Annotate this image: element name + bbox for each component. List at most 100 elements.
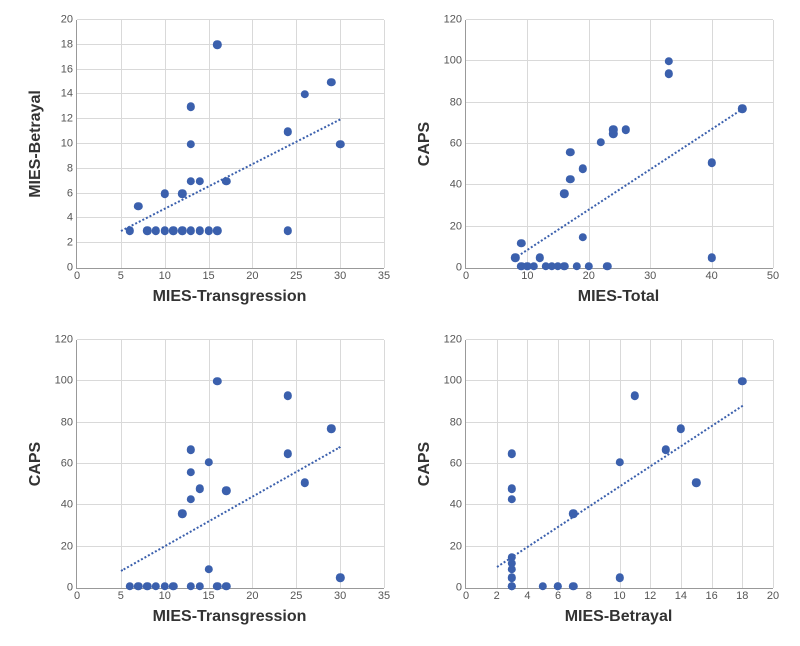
data-point [615, 458, 623, 466]
data-point [707, 158, 715, 166]
data-point [213, 377, 221, 385]
x-tick-label: 8 [586, 588, 592, 602]
x-tick-label: 0 [463, 588, 469, 602]
x-tick-label: 10 [159, 268, 171, 282]
data-point [178, 509, 186, 517]
data-point [569, 582, 577, 590]
x-tick-label: 14 [675, 588, 687, 602]
plot-area: 02040608010012005101520253035 [76, 340, 384, 589]
trend-line [120, 447, 340, 573]
y-axis-label: CAPS [416, 442, 434, 486]
y-tick-label: 120 [55, 335, 77, 346]
gridline-h [77, 19, 384, 20]
gridline-h [466, 19, 773, 20]
x-tick-label: 12 [644, 588, 656, 602]
data-point [283, 392, 291, 400]
data-point [283, 227, 291, 235]
y-tick-label: 40 [61, 500, 77, 511]
data-point [664, 70, 672, 78]
trend-line [120, 118, 340, 231]
gridline-h [466, 226, 773, 227]
data-point [707, 253, 715, 261]
data-point [327, 78, 335, 86]
gridline-h [466, 143, 773, 144]
data-point [677, 425, 685, 433]
data-point [178, 227, 186, 235]
data-point [161, 227, 169, 235]
scatter-grid: 0246810121416182005101520253035MIES-Betr… [0, 0, 800, 646]
data-point [169, 227, 177, 235]
y-tick-label: 100 [55, 376, 77, 387]
data-point [161, 189, 169, 197]
gridline-v [340, 340, 341, 588]
gridline-v [121, 340, 122, 588]
x-tick-label: 30 [334, 268, 346, 282]
panel-bottom-right: 02040608010012002468101214161820 CAPS MIES… [409, 332, 780, 634]
gridline-v [650, 20, 651, 268]
data-point [597, 138, 605, 146]
data-point [535, 253, 543, 261]
data-point [169, 582, 177, 590]
gridline-v [558, 340, 559, 588]
panel-top-left: 0246810121416182005101520253035MIES-Betr… [20, 12, 391, 314]
x-tick-label: 30 [644, 268, 656, 282]
panel-top-right: 02040608010012001020304050CAPSMIES-Total [409, 12, 780, 314]
data-point [560, 189, 568, 197]
data-point [508, 582, 516, 590]
y-tick-label: 2 [67, 238, 77, 249]
y-tick-label: 60 [450, 459, 466, 470]
y-tick-label: 16 [61, 64, 77, 75]
data-point [187, 468, 195, 476]
x-tick-label: 16 [705, 588, 717, 602]
gridline-v [296, 20, 297, 268]
data-point [187, 495, 195, 503]
x-tick-label: 40 [705, 268, 717, 282]
x-tick-label: 50 [767, 268, 779, 282]
gridline-h [77, 44, 384, 45]
y-tick-label: 60 [450, 139, 466, 150]
x-tick-label: 10 [159, 588, 171, 602]
x-tick-label: 25 [290, 268, 302, 282]
x-tick-label: 15 [202, 588, 214, 602]
x-tick-label: 15 [202, 268, 214, 282]
y-tick-label: 8 [67, 163, 77, 174]
data-point [517, 239, 525, 247]
y-tick-label: 40 [450, 180, 466, 191]
data-point [134, 202, 142, 210]
gridline-v [252, 20, 253, 268]
gridline-v [681, 340, 682, 588]
gridline-h [466, 60, 773, 61]
y-tick-label: 20 [450, 541, 466, 552]
data-point [508, 449, 516, 457]
data-point [196, 227, 204, 235]
y-tick-label: 40 [450, 500, 466, 511]
x-tick-label: 6 [555, 588, 561, 602]
data-point [301, 90, 309, 98]
data-point [336, 573, 344, 581]
x-axis-label: MIES-Betrayal [565, 608, 673, 626]
gridline-h [77, 242, 384, 243]
gridline-h [77, 339, 384, 340]
data-point [187, 103, 195, 111]
gridline-v [589, 20, 590, 268]
gridline-h [77, 504, 384, 505]
data-point [134, 582, 142, 590]
data-point [187, 140, 195, 148]
data-point [187, 227, 195, 235]
y-tick-label: 100 [444, 376, 466, 387]
gridline-h [466, 102, 773, 103]
data-point [508, 485, 516, 493]
data-point [196, 485, 204, 493]
data-point [529, 262, 537, 270]
y-tick-label: 4 [67, 213, 77, 224]
plot-area: 02040608010012002468101214161820 [465, 340, 773, 589]
x-tick-label: 20 [246, 268, 258, 282]
data-point [301, 478, 309, 486]
y-tick-label: 80 [450, 417, 466, 428]
gridline-v [589, 340, 590, 588]
x-tick-label: 4 [524, 588, 530, 602]
gridline-h [77, 168, 384, 169]
x-tick-label: 5 [118, 268, 124, 282]
y-tick-label: 60 [61, 459, 77, 470]
y-axis-label: CAPS [416, 122, 434, 166]
